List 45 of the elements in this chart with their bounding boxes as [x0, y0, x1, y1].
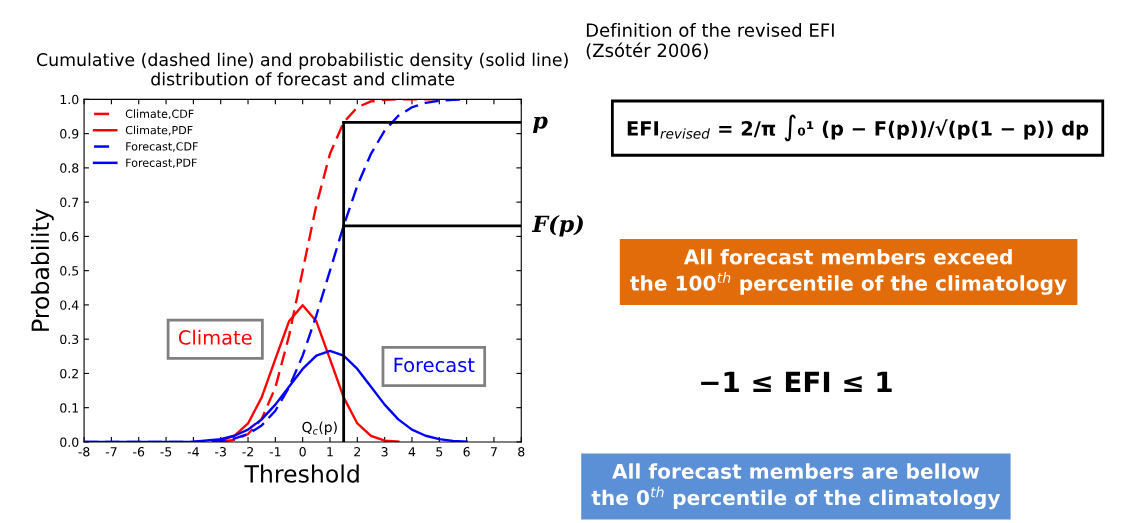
x-tick-label: -7 — [105, 447, 117, 457]
y-tick-label: 0.7 — [60, 197, 79, 208]
text: −1 ≤ EFI ≤ 1 — [701, 371, 892, 393]
y-tick-label: 0.5 — [60, 266, 79, 276]
text: EFI$_{revised}$ = 2/π ∫₀¹ (p − F(p))/√(p(1 − p)) dp — [627, 114, 1089, 142]
y-tick-label: 1.0 — [60, 94, 79, 105]
x-tick-label: -4 — [187, 447, 199, 457]
x-tick-label: 4 — [408, 447, 416, 457]
x-tick-label: -6 — [133, 447, 145, 457]
text: All forecast members exceed the 100$^{th}$ percentile of the climatology — [630, 248, 1067, 295]
y-axis-title: Probability — [30, 208, 54, 331]
x-tick-label: 0 — [299, 447, 306, 457]
legend-label: Climate,PDF — [125, 125, 193, 136]
x-tick-label: 8 — [518, 447, 525, 457]
x-tick-label: -2 — [242, 447, 253, 457]
x-axis-title: Threshold — [244, 464, 359, 483]
y-tick-label: 0.9 — [60, 129, 79, 139]
x-tick-label: 7 — [490, 447, 497, 457]
ref-line-label: p — [532, 116, 548, 134]
y-tick-label: 0.3 — [60, 334, 79, 345]
x-tick-label: -5 — [160, 447, 172, 457]
y-tick-label: 0.4 — [60, 300, 79, 310]
legend-label: Forecast,CDF — [126, 142, 198, 152]
x-tick-label: 2 — [354, 447, 361, 457]
y-tick-label: 0.8 — [60, 163, 79, 173]
x-tick-label: -1 — [269, 447, 281, 457]
text: All forecast members are bellow the 0$^{th}$ percentile of the climatology — [591, 463, 1001, 510]
y-tick-label: 0.2 — [60, 368, 78, 379]
text: Definition of the revised EFI (Zsótér 2006) — [586, 22, 834, 60]
annotation: Forecast — [394, 357, 475, 373]
y-tick-label: 0.1 — [60, 403, 79, 413]
y-tick-label: 0.0 — [60, 437, 79, 447]
annotation: Climate — [178, 329, 252, 345]
chart-title: Cumulative (dashed line) and probabilistic density (solid line) distribution of forecast and climate — [37, 52, 568, 86]
x-tick-label: 5 — [436, 447, 443, 457]
x-tick-label: 3 — [381, 447, 388, 457]
ref-line-label: Q$_{c}$(p) — [302, 421, 337, 436]
x-tick-label: 6 — [463, 447, 470, 457]
ref-line-label: F(p) — [531, 215, 583, 237]
legend-label: Forecast,PDF — [126, 158, 197, 169]
x-tick-label: -8 — [78, 447, 90, 457]
x-tick-label: -3 — [215, 447, 226, 457]
legend-label: Climate,CDF — [125, 109, 194, 120]
x-tick-label: 1 — [327, 447, 333, 457]
y-tick-label: 0.6 — [60, 231, 79, 242]
